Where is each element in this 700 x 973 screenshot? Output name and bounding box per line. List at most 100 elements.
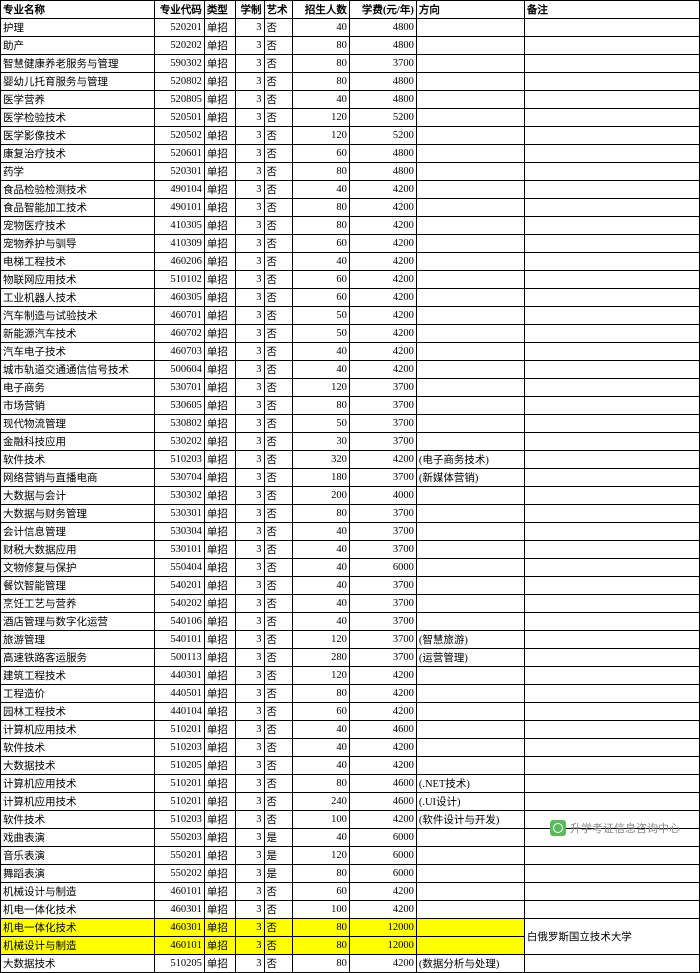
cell-plan: 40 [293, 361, 350, 379]
cell-years: 3 [235, 721, 264, 739]
cell-code: 530605 [155, 397, 204, 415]
cell-years: 3 [235, 289, 264, 307]
cell-note [524, 325, 699, 343]
cell-name: 医学检验技术 [1, 109, 155, 127]
cell-direction [416, 307, 524, 325]
cell-name: 食品智能加工技术 [1, 199, 155, 217]
cell-note [524, 163, 699, 181]
cell-direction [416, 667, 524, 685]
cell-fee: 6000 [349, 559, 416, 577]
cell-fee: 4200 [349, 361, 416, 379]
cell-note [524, 73, 699, 91]
cell-type: 单招 [204, 91, 235, 109]
th-name: 专业名称 [1, 1, 155, 19]
cell-code: 520601 [155, 145, 204, 163]
cell-code: 520502 [155, 127, 204, 145]
cell-art: 否 [264, 163, 293, 181]
cell-direction [416, 163, 524, 181]
cell-fee: 4200 [349, 703, 416, 721]
cell-code: 510102 [155, 271, 204, 289]
cell-art: 否 [264, 703, 293, 721]
cell-name: 物联网应用技术 [1, 271, 155, 289]
cell-name: 机械设计与制造 [1, 883, 155, 901]
cell-plan: 40 [293, 829, 350, 847]
cell-plan: 60 [293, 883, 350, 901]
cell-code: 550404 [155, 559, 204, 577]
cell-direction [416, 613, 524, 631]
cell-type: 单招 [204, 955, 235, 973]
cell-type: 单招 [204, 703, 235, 721]
cell-art: 否 [264, 271, 293, 289]
cell-type: 单招 [204, 397, 235, 415]
cell-direction [416, 865, 524, 883]
cell-name: 酒店管理与数字化运营 [1, 613, 155, 631]
cell-name: 大数据与会计 [1, 487, 155, 505]
header-row: 专业名称 专业代码 类型 学制 艺术 招生人数 学费(元/年) 方向 备注 [1, 1, 700, 19]
cell-years: 3 [235, 307, 264, 325]
cell-art: 否 [264, 343, 293, 361]
cell-plan: 60 [293, 703, 350, 721]
cell-fee: 4200 [349, 685, 416, 703]
cell-plan: 180 [293, 469, 350, 487]
cell-art: 否 [264, 181, 293, 199]
cell-type: 单招 [204, 253, 235, 271]
cell-type: 单招 [204, 757, 235, 775]
cell-type: 单招 [204, 523, 235, 541]
cell-name: 金融科技应用 [1, 433, 155, 451]
cell-art: 否 [264, 577, 293, 595]
cell-plan: 80 [293, 397, 350, 415]
cell-direction [416, 271, 524, 289]
cell-fee: 4600 [349, 793, 416, 811]
th-type: 类型 [204, 1, 235, 19]
cell-plan: 50 [293, 307, 350, 325]
cell-direction [416, 937, 524, 955]
cell-plan: 240 [293, 793, 350, 811]
table-row: 食品智能加工技术490101单招3否804200 [1, 199, 700, 217]
cell-type: 单招 [204, 595, 235, 613]
th-years: 学制 [235, 1, 264, 19]
cell-direction [416, 145, 524, 163]
cell-direction [416, 217, 524, 235]
table-row: 建筑工程技术440301单招3否1204200 [1, 667, 700, 685]
cell-code: 520501 [155, 109, 204, 127]
cell-note [524, 127, 699, 145]
cell-years: 3 [235, 379, 264, 397]
cell-direction [416, 487, 524, 505]
cell-art: 是 [264, 847, 293, 865]
cell-fee: 3700 [349, 55, 416, 73]
cell-name: 软件技术 [1, 739, 155, 757]
cell-plan: 40 [293, 19, 350, 37]
table-row: 舞蹈表演550202单招3是806000 [1, 865, 700, 883]
cell-name: 医学影像技术 [1, 127, 155, 145]
cell-direction: (电子商务技术) [416, 451, 524, 469]
cell-years: 3 [235, 739, 264, 757]
cell-art: 否 [264, 469, 293, 487]
cell-type: 单招 [204, 109, 235, 127]
cell-plan: 80 [293, 55, 350, 73]
cell-art: 否 [264, 523, 293, 541]
table-row: 护理520201单招3否404800 [1, 19, 700, 37]
cell-type: 单招 [204, 649, 235, 667]
cell-direction [416, 325, 524, 343]
cell-art: 否 [264, 73, 293, 91]
cell-years: 3 [235, 397, 264, 415]
cell-name: 汽车制造与试验技术 [1, 307, 155, 325]
table-row: 食品检验检测技术490104单招3否404200 [1, 181, 700, 199]
cell-plan: 40 [293, 613, 350, 631]
cell-fee: 4800 [349, 145, 416, 163]
cell-direction [416, 91, 524, 109]
cell-note [524, 487, 699, 505]
cell-fee: 4200 [349, 235, 416, 253]
cell-type: 单招 [204, 289, 235, 307]
cell-art: 否 [264, 325, 293, 343]
cell-note [524, 145, 699, 163]
cell-direction [416, 37, 524, 55]
cell-years: 3 [235, 451, 264, 469]
cell-fee: 3700 [349, 415, 416, 433]
cell-art: 否 [264, 631, 293, 649]
cell-code: 410305 [155, 217, 204, 235]
cell-name: 宠物医疗技术 [1, 217, 155, 235]
cell-art: 否 [264, 379, 293, 397]
cell-code: 460703 [155, 343, 204, 361]
table-row: 大数据与财务管理530301单招3否803700 [1, 505, 700, 523]
